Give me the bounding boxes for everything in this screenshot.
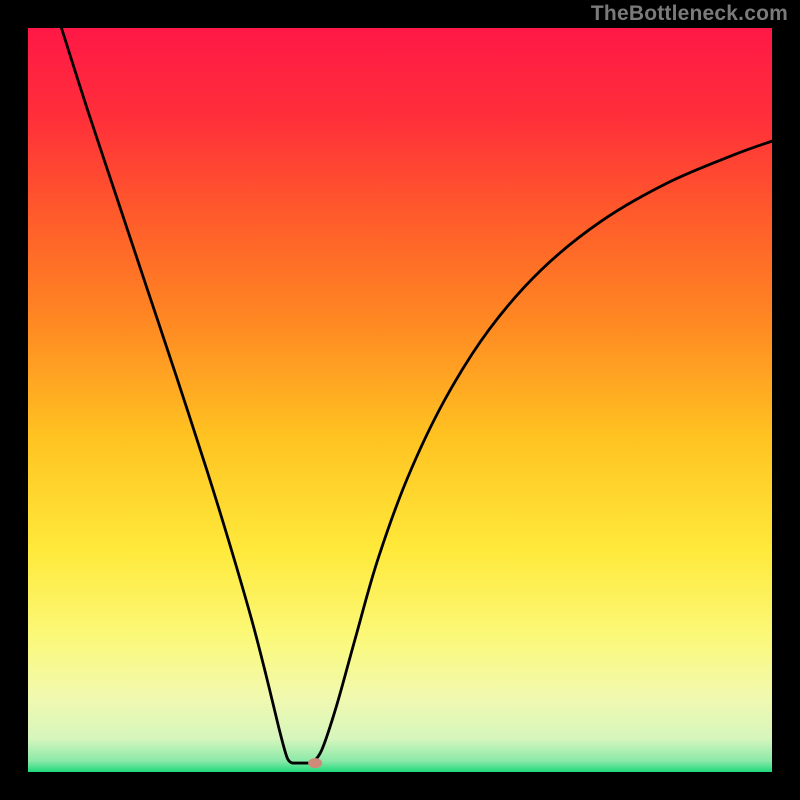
chart-svg <box>28 28 772 772</box>
optimum-marker <box>308 758 322 768</box>
chart-frame: TheBottleneck.com <box>0 0 800 800</box>
attribution-text: TheBottleneck.com <box>591 2 788 26</box>
plot-area <box>28 28 772 772</box>
gradient-background <box>28 28 772 772</box>
